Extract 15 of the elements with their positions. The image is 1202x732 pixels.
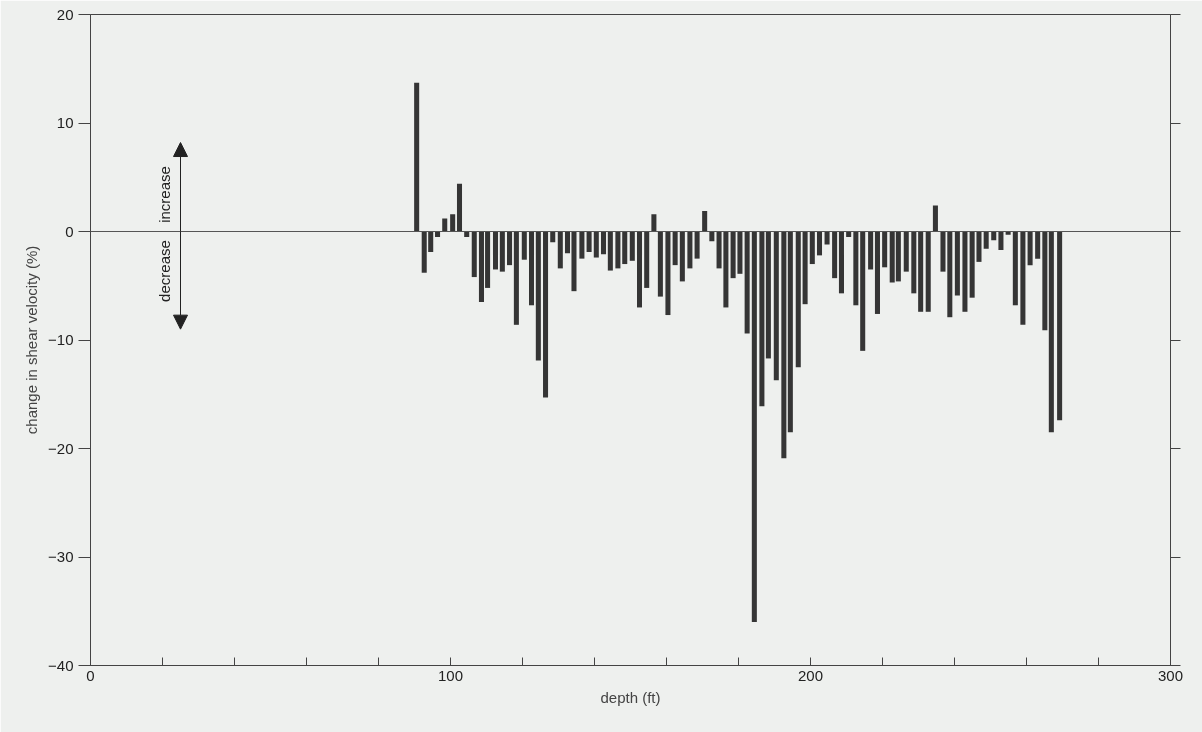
x-tick-label: 0 bbox=[86, 666, 95, 684]
y-tick-label: 0 bbox=[65, 222, 74, 240]
x-tick-label: 200 bbox=[797, 666, 824, 684]
y-tick-label: 20 bbox=[56, 5, 74, 23]
x-tick-label: 100 bbox=[437, 666, 464, 684]
y-tick-label: −10 bbox=[48, 331, 74, 348]
x-tick-label: 300 bbox=[1157, 666, 1184, 684]
x-axis-title: depth (ft) bbox=[600, 688, 661, 706]
y-tick-label: −40 bbox=[48, 656, 74, 674]
y-tick-label: 10 bbox=[56, 114, 74, 131]
annotation: increase bbox=[155, 166, 173, 223]
annotation: decrease bbox=[155, 240, 173, 302]
y-axis-title: change in shear velocity (%) bbox=[23, 245, 41, 435]
y-tick-label: −20 bbox=[48, 439, 74, 457]
y-tick-label: −30 bbox=[48, 548, 74, 565]
